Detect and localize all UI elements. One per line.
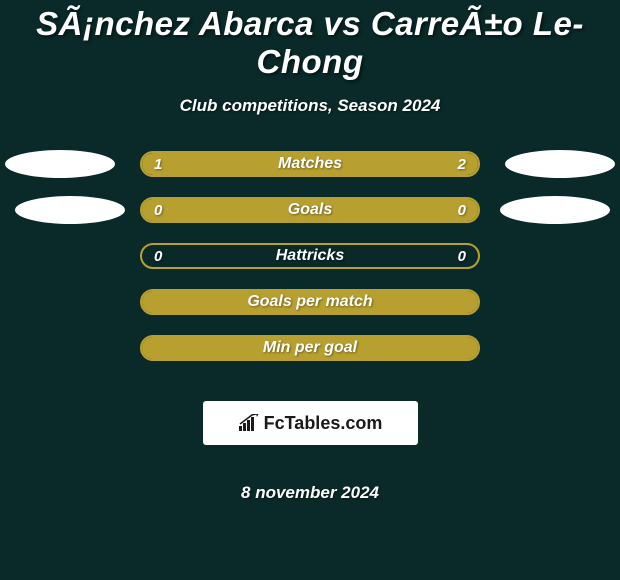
stat-label: Matches xyxy=(278,155,342,173)
stat-value-right: 0 xyxy=(458,202,466,219)
stat-row-goals-per-match: Goals per match xyxy=(140,289,480,315)
comparison-container: SÃ¡nchez Abarca vs CarreÃ±o Le-Chong Clu… xyxy=(0,0,620,503)
stat-row-min-per-goal: Min per goal xyxy=(140,335,480,361)
player-right-avatar-1 xyxy=(505,150,615,178)
stats-area: 1 Matches 2 0 Goals 0 0 Hattricks 0 Goal… xyxy=(0,151,620,503)
stat-label: Goals xyxy=(288,201,332,219)
stat-value-left: 0 xyxy=(154,202,162,219)
branding-badge[interactable]: FcTables.com xyxy=(203,401,418,445)
branding-text: FcTables.com xyxy=(264,413,383,434)
stat-label: Hattricks xyxy=(276,247,344,265)
stat-value-right: 2 xyxy=(458,156,466,173)
chart-icon xyxy=(238,414,260,432)
page-title: SÃ¡nchez Abarca vs CarreÃ±o Le-Chong xyxy=(0,5,620,81)
stat-label: Goals per match xyxy=(247,293,372,311)
stat-value-left: 0 xyxy=(154,248,162,265)
stat-value-right: 0 xyxy=(458,248,466,265)
stat-row-hattricks: 0 Hattricks 0 xyxy=(140,243,480,269)
player-right-avatar-2 xyxy=(500,196,610,224)
page-subtitle: Club competitions, Season 2024 xyxy=(180,96,441,116)
stat-row-matches: 1 Matches 2 xyxy=(140,151,480,177)
stat-row-goals: 0 Goals 0 xyxy=(140,197,480,223)
date-label: 8 november 2024 xyxy=(241,483,379,503)
player-left-avatar-1 xyxy=(5,150,115,178)
player-left-avatar-2 xyxy=(15,196,125,224)
stat-label: Min per goal xyxy=(263,339,357,357)
stat-value-left: 1 xyxy=(154,156,162,173)
